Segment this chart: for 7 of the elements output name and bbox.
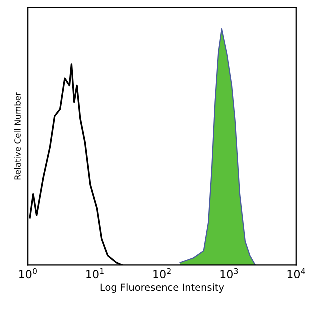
- x-tick-label: 10$^{4}$: [288, 268, 306, 279]
- x-axis-title: Log Fluoresence Intensity: [100, 284, 224, 293]
- x-tick-label: 10$^{1}$: [86, 268, 104, 279]
- x-tick-label: 10$^{3}$: [220, 268, 238, 279]
- x-tick-label: 10$^{0}$: [20, 268, 37, 279]
- y-axis-title: Relative Cell Number: [14, 92, 21, 180]
- x-tick-label: 10$^{2}$: [154, 268, 171, 279]
